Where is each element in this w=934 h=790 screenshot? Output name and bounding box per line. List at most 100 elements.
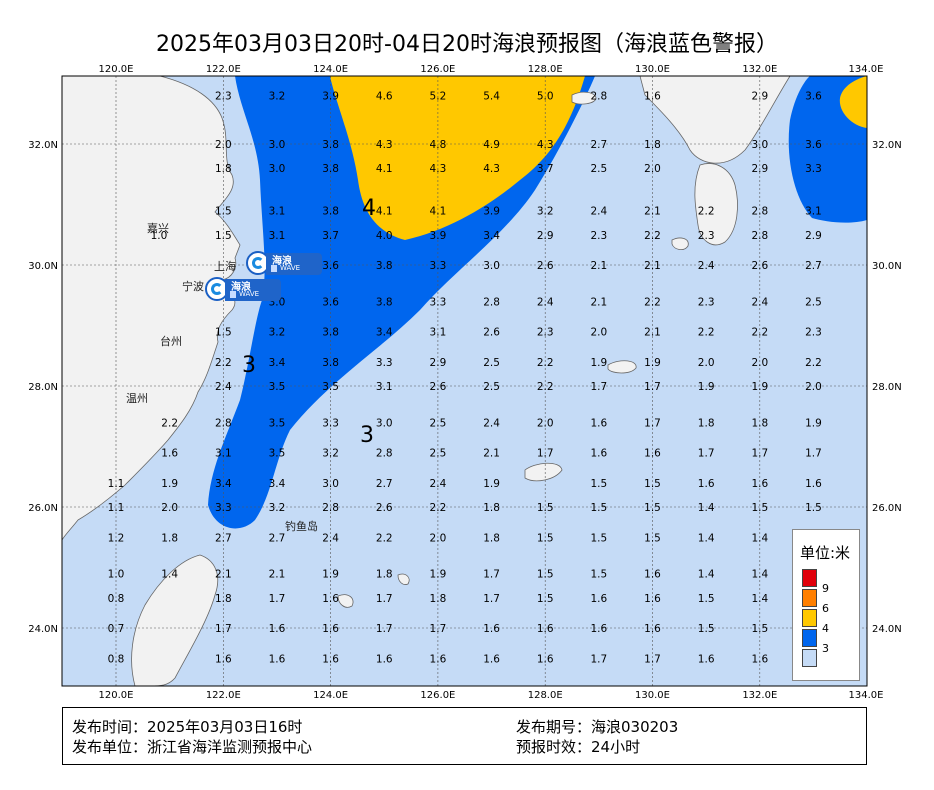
place-labels: 嘉兴 上海 宁波 台州 温州 钓鱼岛 <box>126 221 318 533</box>
wave-height-value: 2.8 <box>376 448 393 460</box>
wave-height-value: 1.7 <box>644 653 661 665</box>
wave-height-value: 1.6 <box>644 91 661 103</box>
wave-height-value: 2.0 <box>751 357 768 369</box>
wave-height-value: 1.7 <box>590 381 607 393</box>
lon-tick-label: 120.0E <box>99 64 134 75</box>
wave-height-value: 1.6 <box>483 623 500 635</box>
wave-height-value: 3.5 <box>269 417 286 429</box>
wave-height-value: 1.6 <box>590 593 607 605</box>
island <box>607 360 637 374</box>
wave-height-value: 2.3 <box>805 327 822 339</box>
place-label-ningbo: 宁波 <box>182 279 204 293</box>
wave-height-value: 1.6 <box>269 623 286 635</box>
lon-tick-label: 134.0E <box>849 690 884 701</box>
lat-tick-label: 32.0N <box>28 140 58 151</box>
wave-height-value: 3.6 <box>322 260 339 272</box>
wave-height-value: 1.4 <box>698 502 715 514</box>
wave-height-value: 5.0 <box>537 91 554 103</box>
wave-height-value: 3.4 <box>269 357 286 369</box>
lon-tick-label: 126.0E <box>420 64 455 75</box>
wave-height-value: 2.6 <box>430 381 447 393</box>
wave-height-value: 1.7 <box>805 448 822 460</box>
wave-height-value: 2.5 <box>430 417 447 429</box>
wave-height-value: 1.9 <box>644 357 661 369</box>
island <box>671 237 689 250</box>
wave-height-value: 2.0 <box>698 357 715 369</box>
wave-height-value: 1.6 <box>322 653 339 665</box>
wave-height-value: 1.6 <box>322 593 339 605</box>
wave-height-value: 1.6 <box>590 623 607 635</box>
wave-height-value: 3.3 <box>430 296 447 308</box>
wave-height-value: 2.3 <box>537 327 554 339</box>
badge-label: 海浪 <box>272 256 292 267</box>
wave-height-value: 2.1 <box>215 569 232 581</box>
legend-swatch-4 <box>802 609 817 627</box>
wave-height-value: 3.1 <box>215 448 232 460</box>
wave-height-value: 3.8 <box>322 327 339 339</box>
badge-sublabel: WAVE <box>280 264 301 272</box>
wave-height-value: 1.7 <box>376 593 393 605</box>
lon-tick-label: 130.0E <box>635 690 670 701</box>
wave-height-value: 2.2 <box>537 357 554 369</box>
wave-height-value: 1.7 <box>376 623 393 635</box>
wave-height-value: 2.8 <box>215 417 232 429</box>
wave-height-value: 3.0 <box>269 163 286 175</box>
lon-tick-label: 132.0E <box>742 64 777 75</box>
wave-height-value: 1.4 <box>751 569 768 581</box>
lon-tick-label: 126.0E <box>420 690 455 701</box>
lon-tick-label: 120.0E <box>99 690 134 701</box>
wave-height-value: 3.8 <box>376 260 393 272</box>
badge-label: 海浪 <box>231 282 251 293</box>
wave-height-value: 1.4 <box>751 532 768 544</box>
lat-tick-label: 26.0N <box>872 503 902 514</box>
wave-height-value: 1.5 <box>537 593 554 605</box>
wave-height-value: 2.1 <box>590 296 607 308</box>
wave-height-value: 1.8 <box>698 417 715 429</box>
wave-height-value: 2.4 <box>483 417 500 429</box>
wave-height-value: 3.9 <box>430 230 447 242</box>
legend-swatch-6 <box>802 589 817 607</box>
wave-height-value: 1.6 <box>590 448 607 460</box>
wave-height-value: 2.1 <box>269 569 286 581</box>
wave-height-value: 1.5 <box>644 478 661 490</box>
wave-height-value: 1.8 <box>161 532 178 544</box>
wave-height-value: 1.8 <box>215 593 232 605</box>
wave-height-value: 1.2 <box>108 532 125 544</box>
wave-height-value: 1.7 <box>590 653 607 665</box>
issue-number: 发布期号：海浪030203 <box>516 718 679 736</box>
wave-height-value: 2.1 <box>483 448 500 460</box>
wave-height-value: 3.8 <box>322 357 339 369</box>
wave-height-value: 2.6 <box>483 327 500 339</box>
place-label-shanghai: 上海 <box>214 259 236 273</box>
wave-height-value: 1.9 <box>805 417 822 429</box>
wave-height-value: 4.1 <box>376 163 393 175</box>
lon-tick-label: 130.0E <box>635 64 670 75</box>
wave-height-value: 2.4 <box>590 206 607 218</box>
wave-height-value: 2.0 <box>215 139 232 151</box>
wave-height-value: 2.7 <box>376 478 393 490</box>
wave-height-value: 2.7 <box>215 532 232 544</box>
wave-height-value: 1.5 <box>644 502 661 514</box>
contour-labels: 4 3 3 <box>242 196 376 448</box>
kyushu <box>694 163 738 246</box>
lon-tick-label: 122.0E <box>206 690 241 701</box>
wave-height-value: 1.5 <box>751 502 768 514</box>
wave-height-value: 4.3 <box>537 139 554 151</box>
wave-height-value: 3.1 <box>805 206 822 218</box>
lat-tick-label: 28.0N <box>872 382 902 393</box>
wave-height-value: 2.1 <box>644 206 661 218</box>
wave-height-value: 3.2 <box>322 448 339 460</box>
wave-height-value: 1.6 <box>644 569 661 581</box>
wave-height-value: 1.6 <box>751 478 768 490</box>
wave-height-value: 1.5 <box>215 206 232 218</box>
wave-height-value: 1.6 <box>430 653 447 665</box>
island <box>337 594 354 608</box>
wave-height-value: 1.5 <box>698 593 715 605</box>
lat-tick-label: 30.0N <box>28 261 58 272</box>
wave-height-value: 2.4 <box>322 532 339 544</box>
wave-height-value: 2.9 <box>751 91 768 103</box>
wave-height-value: 3.8 <box>322 163 339 175</box>
wave-height-value: 3.2 <box>269 502 286 514</box>
wave-height-value: 2.9 <box>430 357 447 369</box>
